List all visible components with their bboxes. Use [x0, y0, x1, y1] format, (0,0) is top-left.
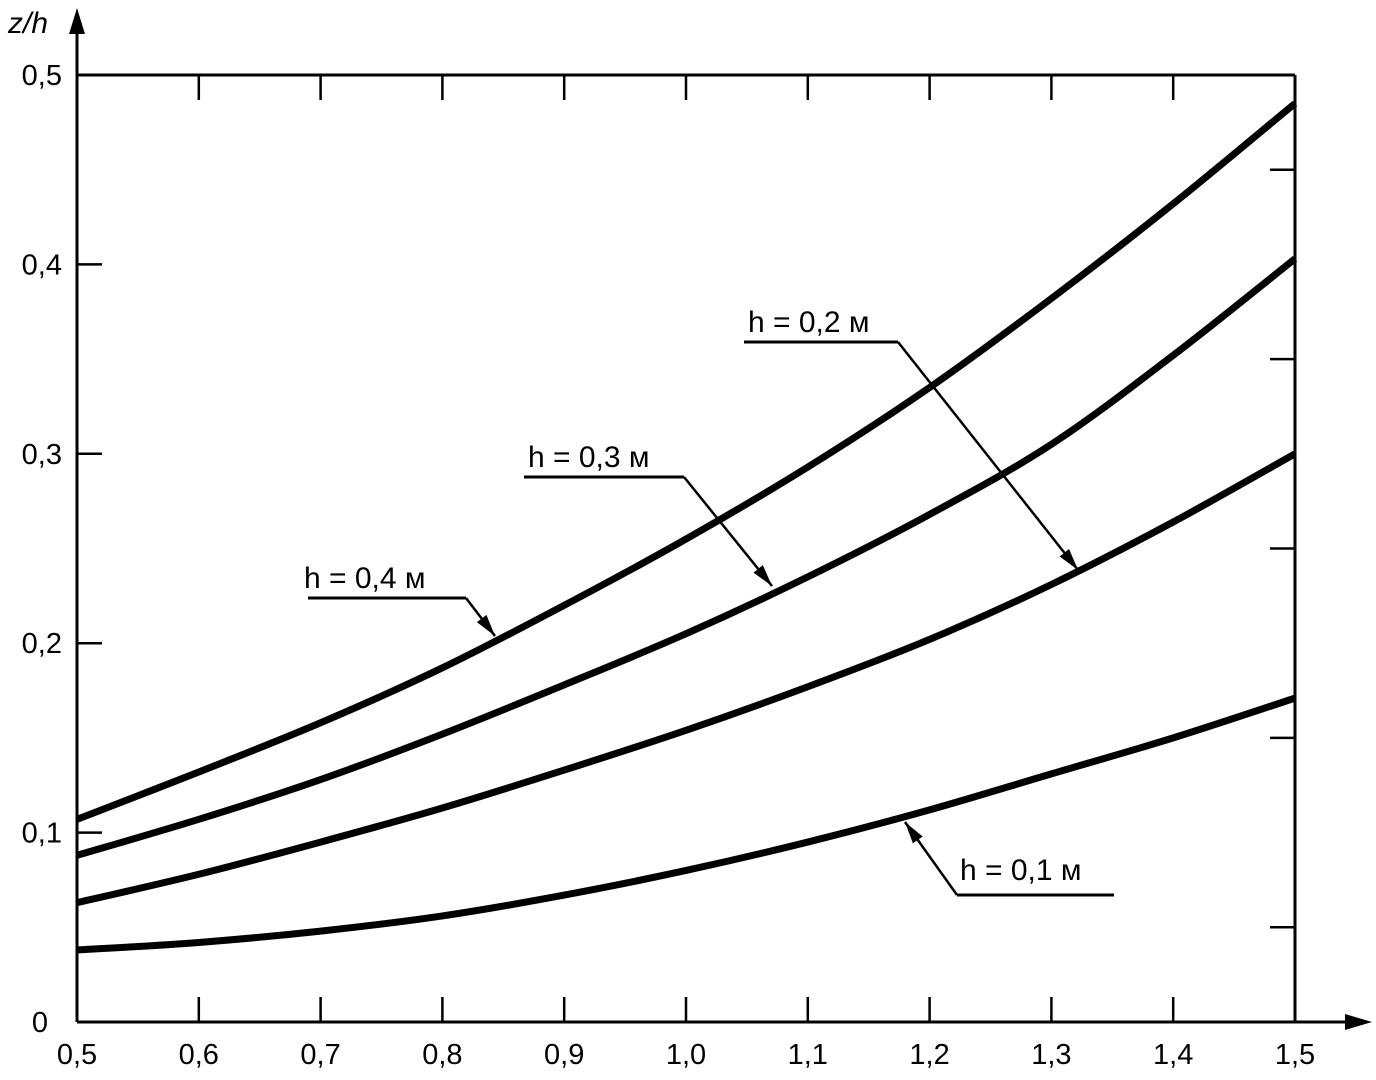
annotation-label-4: h = 0,4 м [304, 562, 496, 637]
y-axis-arrow-icon [69, 8, 85, 34]
annotations: h = 0,4 м h = 0,3 м h = 0,2 м h = 0,1 м [304, 306, 1114, 897]
curves [75, 100, 1298, 954]
x-tick-label: 0,8 [422, 1039, 462, 1071]
series-line-1 [76, 694, 1297, 954]
y-tick-label: 0 [32, 1007, 48, 1039]
annotation-text: h = 0,4 м [304, 562, 426, 595]
x-tick-label: 1,2 [909, 1039, 949, 1071]
annotation-text: h = 0,2 м [748, 306, 870, 339]
y-tick-label: 0,2 [22, 628, 62, 660]
arrowhead-icon [905, 822, 923, 844]
y-tick-label: 0,1 [22, 818, 62, 850]
annotation-label-1: h = 0,1 м [903, 821, 1114, 897]
series-line-4 [75, 100, 1298, 823]
annotation-leader [683, 476, 773, 587]
x-tick-label: 1,3 [1031, 1039, 1071, 1071]
arrowhead-icon [476, 614, 495, 636]
x-tick-label: 1,0 [666, 1039, 706, 1071]
annotation-text: h = 0,3 м [528, 441, 650, 474]
y-axis-title: z/h [7, 7, 48, 40]
x-tick-label: 1,4 [1153, 1039, 1193, 1071]
series-line-2 [76, 450, 1297, 907]
y-tick-label: 0,4 [22, 249, 62, 281]
y-tick-label: 0,3 [22, 439, 62, 471]
x-tick-label: 0,9 [544, 1039, 584, 1071]
annotation-label-3: h = 0,3 м [524, 441, 773, 587]
arrowhead-icon [1059, 549, 1078, 570]
annotation-label-2: h = 0,2 м [744, 306, 1079, 571]
annotation-leader [897, 341, 1079, 571]
ticks: 0,5 0,6 0,7 0,8 0,9 1,0 1,1 1,2 1,3 1,4 1,5 0 0,1 0,2… [22, 60, 1315, 1071]
annotation-text: h = 0,1 м [960, 854, 1082, 887]
x-tick-label: 1,1 [788, 1039, 828, 1071]
x-tick-label: 0,6 [179, 1039, 219, 1071]
x-tick-label: 0,7 [300, 1039, 340, 1071]
arrowhead-icon [753, 565, 772, 586]
y-tick-label: 0,5 [22, 60, 62, 92]
x-tick-label: 1,5 [1275, 1039, 1315, 1071]
x-axis-arrow-icon [1345, 1014, 1372, 1030]
series-line-3 [76, 255, 1298, 859]
x-tick-label: 0,5 [57, 1039, 97, 1071]
